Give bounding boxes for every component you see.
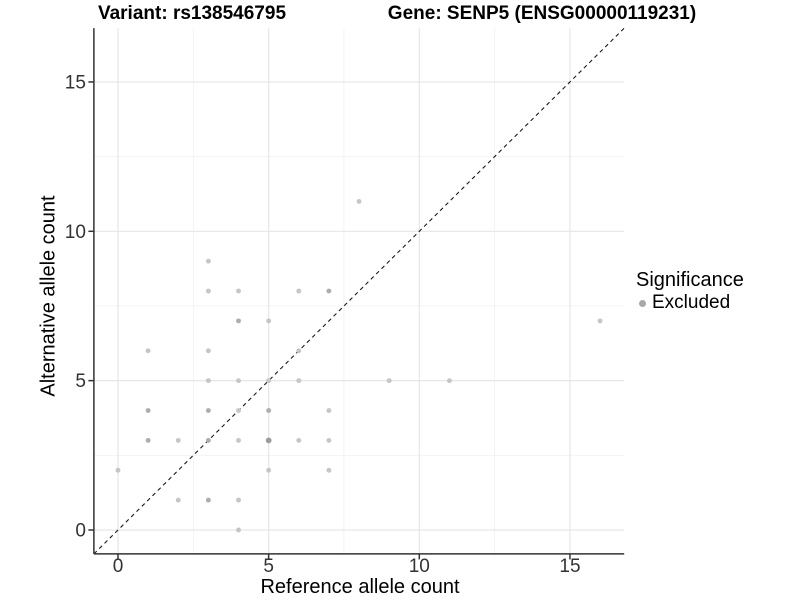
data-point xyxy=(356,198,362,204)
data-point xyxy=(326,437,332,443)
data-point xyxy=(205,497,211,503)
data-point xyxy=(236,497,241,503)
data-point xyxy=(326,288,332,294)
data-point xyxy=(145,437,151,443)
y-tick-label: 10 xyxy=(65,222,86,243)
x-tick-label: 0 xyxy=(113,556,124,577)
excluded-dot-icon xyxy=(639,299,646,307)
data-point xyxy=(296,348,302,354)
data-point xyxy=(446,378,452,384)
data-point xyxy=(236,408,241,413)
data-point xyxy=(296,437,302,443)
gene-title: Gene: SENP5 (ENSG00000119231) xyxy=(387,3,697,24)
data-point xyxy=(236,437,241,443)
y-tick-label: 5 xyxy=(75,371,86,392)
legend: Significance Excluded xyxy=(636,269,744,313)
data-point xyxy=(266,408,272,413)
y-axis-title: Alternative allele count xyxy=(37,195,60,397)
data-point xyxy=(236,527,241,533)
legend-item-label: Excluded xyxy=(652,292,731,313)
data-point xyxy=(266,318,272,324)
data-point xyxy=(296,288,302,294)
data-point xyxy=(265,437,272,444)
data-point xyxy=(326,408,332,413)
data-point xyxy=(296,378,302,384)
data-point xyxy=(205,288,211,294)
x-tick-label: 15 xyxy=(559,556,580,577)
data-point xyxy=(236,318,241,324)
data-point xyxy=(266,378,272,384)
data-point xyxy=(386,378,392,384)
data-point xyxy=(205,437,211,443)
data-point xyxy=(205,348,211,354)
data-point xyxy=(205,258,211,264)
identity-line xyxy=(93,27,625,555)
variant-title: Variant: rs138546795 xyxy=(97,3,287,24)
x-tick-label: 10 xyxy=(409,556,430,577)
data-point xyxy=(115,467,121,473)
data-point xyxy=(236,288,241,294)
data-point xyxy=(205,408,211,413)
data-point xyxy=(145,348,151,354)
x-tick-label: 5 xyxy=(263,556,274,577)
data-point xyxy=(597,318,603,324)
y-tick-label: 15 xyxy=(65,72,86,93)
data-point xyxy=(236,378,241,384)
x-axis-title: Reference allele count xyxy=(260,576,460,598)
data-point xyxy=(266,467,272,473)
legend-item-excluded: Excluded xyxy=(636,293,744,313)
data-point xyxy=(205,378,211,384)
data-point xyxy=(326,467,332,473)
legend-title: Significance xyxy=(636,269,744,291)
y-tick-label: 0 xyxy=(75,521,86,542)
data-point xyxy=(145,408,151,413)
data-point xyxy=(175,497,181,503)
data-point xyxy=(175,437,181,443)
